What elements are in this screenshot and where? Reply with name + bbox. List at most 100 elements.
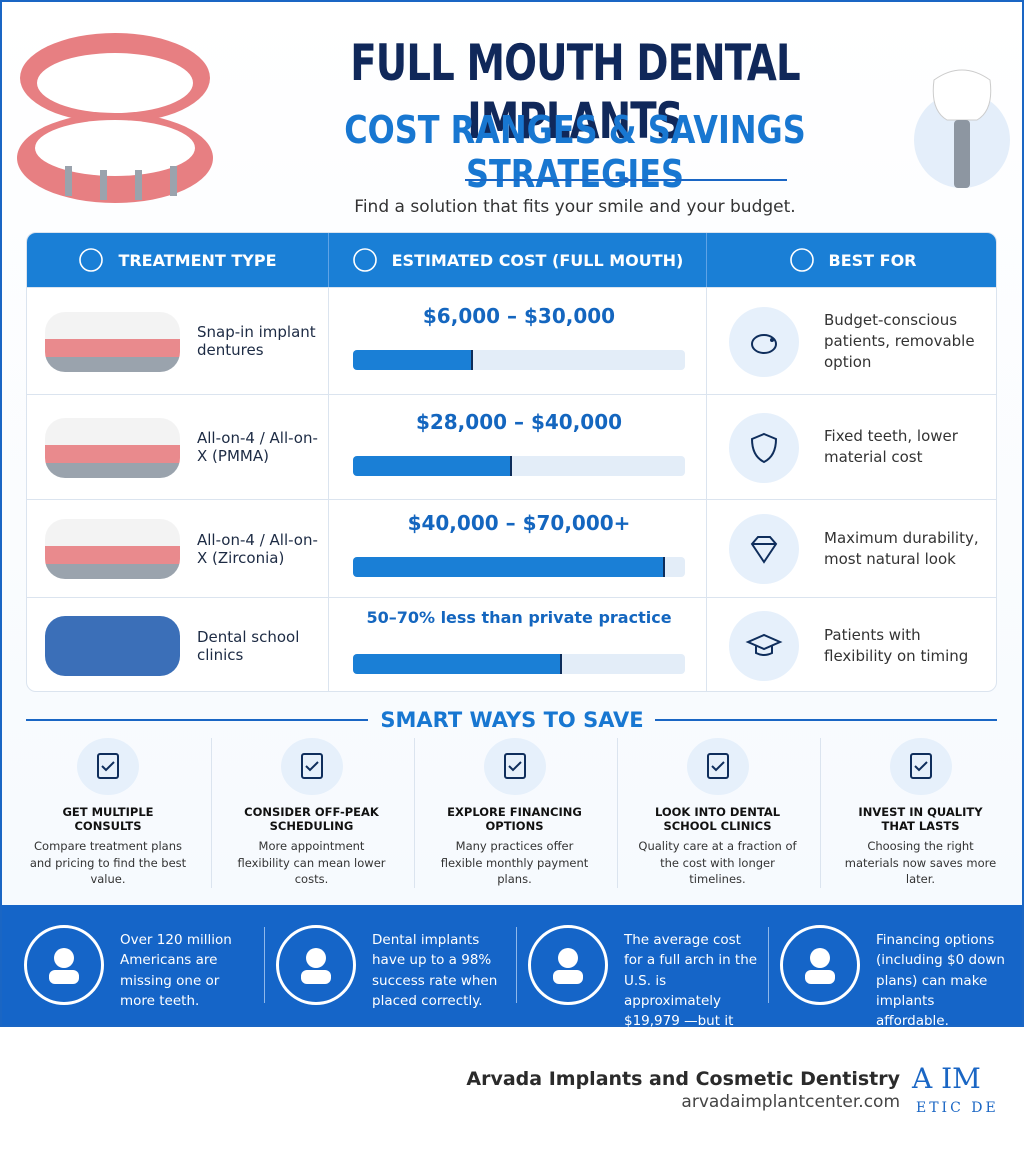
icon-glyph <box>503 753 526 780</box>
icon-glyph <box>706 753 729 780</box>
facts-band: Over 120 million Americans are missing o… <box>2 905 1022 1049</box>
cost-bar <box>353 654 685 674</box>
fact-icon <box>780 925 860 1005</box>
column-divider <box>706 395 707 499</box>
save-item: EXPLORE FINANCING OPTIONS Many practices … <box>414 738 614 888</box>
icon-glyph <box>750 536 778 564</box>
save-item-title: INVEST IN QUALITY THAT LASTS <box>858 804 983 833</box>
icon-glyph <box>97 753 119 780</box>
save-item: LOOK INTO DENTAL SCHOOL CLINICS Quality c… <box>617 738 817 888</box>
icon <box>729 306 799 377</box>
cost-bar-fill <box>353 349 473 370</box>
subtitle: COST RANGES & SAVINGS STRATEGIES <box>344 108 806 196</box>
treatment-name: Dental school clinics <box>197 627 300 664</box>
save-item-text: Many practices offer flexible monthly pa… <box>440 838 589 887</box>
implant-illustration <box>914 69 1010 188</box>
cost-range: 50–70% less than private practice <box>366 608 672 627</box>
practice-name: Arvada Implants and Cosmetic Dentistry <box>466 1068 900 1090</box>
fact-text: The average cost for a full arch in the … <box>624 932 758 1050</box>
column-header: ESTIMATED COST (FULL MOUTH) <box>328 233 706 287</box>
header-text: BEST FOR <box>828 250 917 270</box>
column-divider <box>328 500 329 597</box>
fact-divider <box>516 927 517 1003</box>
column-header: TREATMENT TYPE <box>27 233 328 287</box>
cost-table: TREATMENT TYPE ESTIMATED COST (FULL MOUTH… <box>26 232 997 692</box>
fact-text: Financing options (including $0 down pla… <box>876 932 1005 1029</box>
fact-divider <box>768 927 769 1003</box>
icon <box>280 738 343 795</box>
cost-bar <box>353 455 685 476</box>
treatment-image <box>45 616 180 676</box>
best-for: Budget-conscious patients, removable opt… <box>824 310 975 371</box>
column-divider <box>328 288 329 394</box>
treatment-image <box>45 417 180 478</box>
cost-bar <box>353 349 685 370</box>
header-text: ESTIMATED COST (FULL MOUTH) <box>391 250 684 270</box>
icon <box>77 738 139 795</box>
cost-bar <box>353 557 685 577</box>
save-item: CONSIDER OFF-PEAK SCHEDULING More appoint… <box>211 738 411 888</box>
cost-bar-fill <box>353 557 666 577</box>
fact-glyph <box>805 948 835 984</box>
logo-text: A IM <box>912 1062 981 1095</box>
table-row: Dental school clinics 50–70% less than pr… <box>27 597 996 691</box>
header-icon <box>789 248 814 272</box>
fact-glyph <box>301 948 331 984</box>
treatment-name: Snap-in implant dentures <box>197 323 316 359</box>
header-icon <box>352 248 377 272</box>
save-item-title: LOOK INTO DENTAL SCHOOL CLINICS <box>654 804 781 833</box>
cost-range: $28,000 – $40,000 <box>415 409 623 434</box>
save-item-text: Compare treatment plans and pricing to f… <box>29 838 187 887</box>
save-list: GET MULTIPLE CONSULTS Compare treatment p… <box>0 738 1024 898</box>
column-divider <box>706 500 707 597</box>
save-item-text: More appointment flexibility can mean lo… <box>237 838 386 887</box>
icon-glyph <box>745 633 783 656</box>
treatment-image <box>45 519 180 579</box>
section-rule <box>26 719 997 721</box>
fact-divider <box>264 927 265 1003</box>
fact-icon <box>528 925 608 1005</box>
icon <box>686 738 749 795</box>
icon <box>889 738 952 795</box>
icon-glyph <box>909 753 932 780</box>
title: FULL MOUTH DENTAL IMPLANTS <box>350 34 800 150</box>
treatment-name: All-on-4 / All-on-X (Zirconia) <box>197 530 318 567</box>
icon-glyph <box>751 333 777 354</box>
logo-text: ETIC DE <box>916 1100 999 1116</box>
fact-text: Over 120 million Americans are missing o… <box>120 932 232 1009</box>
save-item-title: EXPLORE FINANCING OPTIONS <box>447 804 582 833</box>
cost-bar-fill <box>353 654 563 674</box>
header-icon <box>79 248 104 272</box>
icon <box>483 738 546 795</box>
save-item: GET MULTIPLE CONSULTS Compare treatment p… <box>8 738 208 888</box>
fact-icon <box>276 925 356 1005</box>
column-divider <box>706 598 707 691</box>
save-item-text: Quality care at a fraction of the cost w… <box>638 838 797 887</box>
best-for: Fixed teeth, lower material cost <box>824 427 958 466</box>
icon-glyph <box>300 753 323 780</box>
save-item: INVEST IN QUALITY THAT LASTS Choosing the… <box>820 738 1020 888</box>
fact-glyph <box>49 948 79 984</box>
save-item-title: GET MULTIPLE CONSULTS <box>62 804 154 833</box>
column-divider <box>328 395 329 499</box>
treatment-image <box>45 311 180 372</box>
icon <box>729 412 799 483</box>
cost-range: $40,000 – $70,000+ <box>407 511 631 535</box>
table-row: Snap-in implant dentures $6,000 – $30,000… <box>27 287 996 394</box>
cost-bar-fill <box>353 455 513 476</box>
treatment-name: All-on-4 / All-on-X (PMMA) <box>197 429 318 465</box>
table-row: All-on-4 / All-on-X (PMMA) $28,000 – $40,… <box>27 394 996 499</box>
best-for: Patients with flexibility on timing <box>824 625 969 665</box>
cost-range: $6,000 – $30,000 <box>422 303 616 328</box>
save-item-text: Choosing the right materials now saves m… <box>844 838 997 887</box>
icon <box>729 514 799 584</box>
fact-icon <box>24 925 104 1005</box>
save-item-title: CONSIDER OFF-PEAK SCHEDULING <box>244 804 379 833</box>
fact-text: Dental implants have up to a 98% success… <box>372 932 498 1009</box>
dentures-illustration <box>17 33 213 203</box>
save-title: SMART WAYS TO SAVE <box>380 708 644 732</box>
icon-glyph <box>750 432 778 463</box>
practice-url: arvadaimplantcenter.com <box>681 1092 900 1112</box>
tagline: Find a solution that fits your smile and… <box>354 197 796 217</box>
